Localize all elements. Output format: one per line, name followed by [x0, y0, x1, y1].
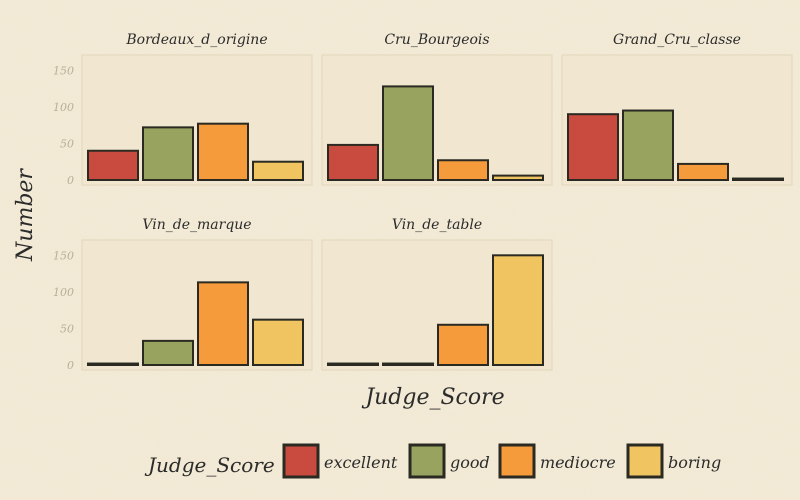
bar-good — [622, 109, 674, 181]
bar-good — [142, 126, 194, 181]
bar-mediocre — [437, 323, 489, 366]
bar-mediocre — [197, 281, 249, 366]
facet-panel: Grand_Cru_classe — [561, 32, 793, 186]
facet-title: Vin_de_table — [392, 217, 482, 233]
bar-excellent — [327, 362, 379, 367]
y-tick-label: 100 — [53, 101, 74, 114]
y-tick-label: 0 — [67, 174, 74, 187]
bar-excellent — [327, 143, 379, 181]
bar-boring — [252, 160, 304, 181]
legend-key-mediocre — [498, 443, 536, 479]
y-tick-label: 100 — [53, 286, 74, 299]
legend-key-boring — [626, 443, 664, 479]
y-tick-label: 150 — [53, 64, 74, 77]
facet-title: Cru_Bourgeois — [384, 32, 489, 48]
facet-title: Bordeaux_d_origine — [125, 32, 267, 48]
bar-mediocre — [437, 159, 489, 182]
facet-title: Vin_de_marque — [142, 217, 251, 233]
x-axis-title: Judge_Score — [361, 385, 504, 410]
legend-key-good — [408, 443, 446, 479]
bar-excellent — [87, 362, 139, 367]
facet-panel: Bordeaux_d_origine 0 50 100 150 — [53, 32, 313, 187]
bar-boring — [492, 254, 544, 366]
legend-label-boring: boring — [668, 453, 721, 472]
bar-good — [382, 362, 434, 367]
y-tick-label: 50 — [60, 322, 74, 335]
bar-excellent — [567, 113, 619, 181]
facet-panels: Bordeaux_d_origine 0 50 100 150 Cru_Bourgeois… — [53, 32, 793, 372]
y-tick-label: 0 — [67, 359, 74, 372]
bar-good — [382, 85, 434, 181]
bar-mediocre — [677, 162, 729, 182]
legend-label-excellent: excellent — [324, 453, 398, 472]
legend-label-good: good — [450, 453, 490, 472]
legend-title: Judge_Score — [144, 453, 275, 477]
facet-title: Grand_Cru_classe — [613, 32, 741, 48]
bar-boring — [252, 318, 304, 367]
y-tick-label: 150 — [53, 249, 74, 262]
bar-boring — [492, 174, 544, 182]
bar-excellent — [87, 149, 139, 181]
legend: Judge_Score excellent good mediocre boring — [144, 443, 721, 479]
y-tick-label: 50 — [60, 137, 74, 150]
legend-label-mediocre: mediocre — [540, 453, 616, 472]
facet-panel: Vin_de_marque 0 50 100 150 — [53, 217, 313, 372]
facet-panel: Cru_Bourgeois — [321, 32, 553, 186]
bar-good — [142, 339, 194, 366]
bar-mediocre — [197, 122, 249, 181]
legend-key-excellent — [282, 443, 320, 479]
facet-panel: Vin_de_table — [321, 217, 553, 371]
y-axis-title: Number — [13, 168, 38, 262]
bar-boring — [732, 177, 784, 182]
